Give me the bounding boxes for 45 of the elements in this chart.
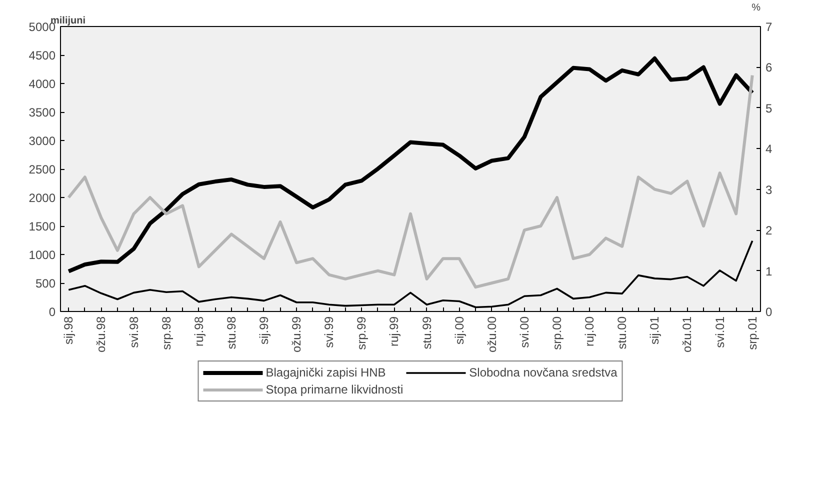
x-tick-label: srp.00 xyxy=(550,316,564,350)
y-tick-label: 2500 xyxy=(28,162,56,176)
y-tick-label: 500 xyxy=(35,276,56,290)
x-tick-label: stu.98 xyxy=(224,316,238,350)
x-tick-label: ruj.00 xyxy=(582,316,597,347)
x-tick-label: stu.00 xyxy=(615,316,630,350)
x-tick-label: svi.99 xyxy=(322,316,336,348)
x-tick-label: ožu.00 xyxy=(484,316,499,353)
y2-tick-label: 0 xyxy=(766,305,772,319)
x-tick-label: sij.00 xyxy=(452,316,466,345)
y-tick-label: 4000 xyxy=(28,77,56,91)
legend-label: Stopa primarne likvidnosti xyxy=(266,382,404,396)
x-tick-label: sij.01 xyxy=(648,316,662,345)
line-series xyxy=(68,240,754,308)
y-tick-label: 1500 xyxy=(28,220,56,234)
y2-tick-label: 3 xyxy=(766,182,772,197)
x-tick-label: ožu.99 xyxy=(290,316,304,353)
legend-label: Slobodna novčana sredstva xyxy=(469,366,618,380)
y2-tick-label: 6 xyxy=(766,60,772,75)
y-tick-label: 1000 xyxy=(28,248,56,262)
x-tick-label: srp.98 xyxy=(159,316,174,350)
legend-label: Blagajnički zapisi HNB xyxy=(266,366,386,380)
x-tick-label: ruj.98 xyxy=(192,316,206,347)
y2-tick-label: 4 xyxy=(766,142,772,156)
y-tick-label: 2000 xyxy=(28,191,56,205)
x-tick-label: sij.99 xyxy=(256,316,271,345)
y-tick-label: 3000 xyxy=(28,134,56,148)
x-tick-label: srp.01 xyxy=(745,316,760,350)
x-tick-label: ožu.98 xyxy=(94,316,108,353)
y2-axis-title: % xyxy=(752,2,761,14)
y2-tick-label: 1 xyxy=(766,264,772,278)
y-tick-label: 0 xyxy=(48,305,56,319)
y-tick-label: 3500 xyxy=(28,106,56,120)
x-tick-label: svi.00 xyxy=(517,316,532,348)
x-tick-label: sij.98 xyxy=(62,316,76,345)
x-tick-label: ruj.99 xyxy=(387,316,402,347)
x-tick-label: svi.98 xyxy=(126,316,141,348)
x-tick-label: stu.99 xyxy=(420,316,434,350)
x-tick-label: svi.01 xyxy=(712,316,727,348)
y2-tick-label: 5 xyxy=(766,101,772,116)
x-tick-label: ožu.01 xyxy=(680,316,694,353)
x-tick-label: srp.99 xyxy=(354,316,369,350)
y2-tick-label: 2 xyxy=(766,224,772,238)
y-tick-label: 4500 xyxy=(28,48,56,62)
y2-tick-label: 7 xyxy=(766,20,772,34)
